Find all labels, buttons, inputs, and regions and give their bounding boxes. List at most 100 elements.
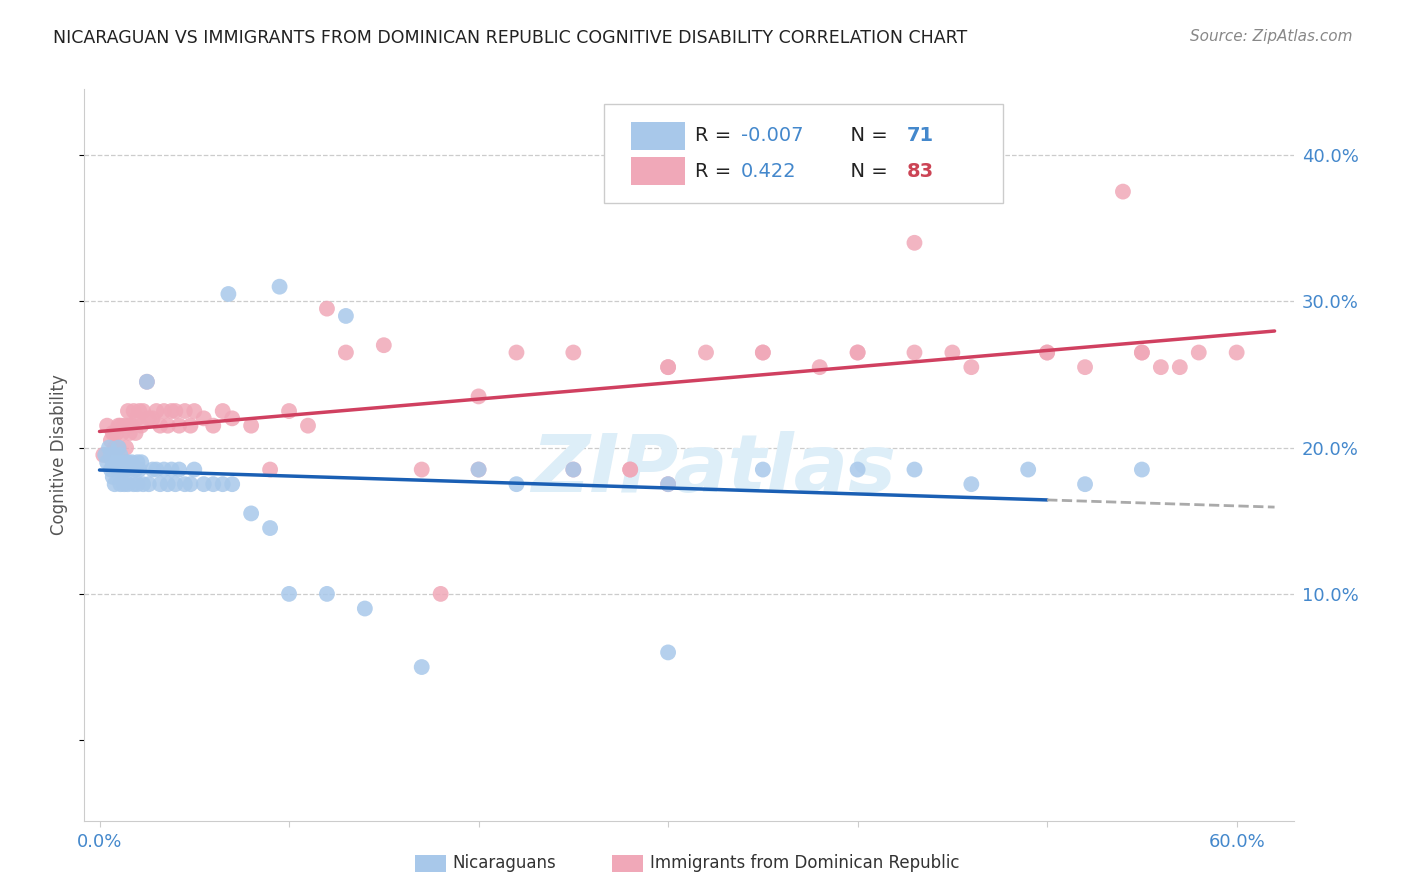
Point: [149, 418, 172, 433]
Point: [173, 477, 195, 491]
Point: [1036, 345, 1059, 359]
FancyBboxPatch shape: [605, 103, 1004, 202]
Point: [316, 587, 339, 601]
Point: [752, 345, 775, 359]
Point: [100, 448, 122, 462]
Point: [107, 462, 129, 476]
Point: [1017, 462, 1039, 476]
Point: [167, 462, 190, 476]
Point: [121, 455, 143, 469]
Point: [240, 507, 263, 521]
Point: [112, 477, 135, 491]
Point: [121, 418, 143, 433]
Point: [132, 404, 155, 418]
Point: [105, 455, 128, 469]
Point: [259, 521, 281, 535]
Text: NICARAGUAN VS IMMIGRANTS FROM DOMINICAN REPUBLIC COGNITIVE DISABILITY CORRELATIO: NICARAGUAN VS IMMIGRANTS FROM DOMINICAN …: [53, 29, 967, 46]
Point: [160, 462, 183, 476]
Point: [240, 418, 263, 433]
Point: [96, 455, 118, 469]
Point: [156, 418, 179, 433]
Point: [107, 441, 129, 455]
Point: [135, 375, 157, 389]
Point: [167, 418, 190, 433]
Point: [173, 404, 195, 418]
Point: [145, 404, 167, 418]
Point: [846, 345, 869, 359]
Point: [411, 462, 433, 476]
Point: [695, 345, 717, 359]
Point: [619, 462, 641, 476]
Point: [903, 345, 925, 359]
Point: [111, 425, 134, 440]
Point: [112, 418, 135, 433]
Text: N =: N =: [838, 126, 894, 145]
Point: [217, 287, 239, 301]
Point: [124, 462, 146, 476]
Point: [316, 301, 339, 316]
Point: [467, 462, 489, 476]
Point: [91, 448, 114, 462]
Point: [104, 448, 127, 462]
Point: [122, 477, 145, 491]
Text: 71: 71: [907, 126, 934, 145]
Point: [221, 411, 243, 425]
Point: [269, 279, 291, 293]
Text: R =: R =: [695, 126, 738, 145]
Point: [127, 411, 149, 425]
Point: [132, 477, 155, 491]
Point: [110, 418, 132, 433]
Point: [153, 404, 176, 418]
Point: [179, 418, 201, 433]
Point: [112, 455, 135, 469]
Point: [165, 477, 187, 491]
Point: [117, 455, 139, 469]
Point: [278, 587, 301, 601]
Point: [115, 441, 138, 455]
Point: [1188, 345, 1211, 359]
Point: [94, 448, 117, 462]
Point: [96, 418, 118, 433]
Point: [193, 477, 215, 491]
Point: [107, 418, 129, 433]
Point: [118, 462, 141, 476]
Text: N =: N =: [838, 161, 894, 180]
Y-axis label: Cognitive Disability: Cognitive Disability: [51, 375, 69, 535]
Point: [846, 462, 869, 476]
Point: [562, 345, 585, 359]
Point: [657, 360, 679, 375]
Point: [960, 477, 983, 491]
Text: Immigrants from Dominican Republic: Immigrants from Dominican Republic: [650, 855, 959, 872]
Point: [278, 404, 301, 418]
Point: [657, 645, 679, 659]
Point: [846, 345, 869, 359]
Point: [221, 477, 243, 491]
Point: [117, 404, 139, 418]
Text: Nicaraguans: Nicaraguans: [453, 855, 557, 872]
Point: [505, 477, 527, 491]
Point: [138, 477, 160, 491]
Point: [100, 434, 122, 448]
Point: [111, 462, 134, 476]
Point: [467, 389, 489, 403]
Point: [128, 462, 150, 476]
Point: [1036, 345, 1059, 359]
Point: [657, 360, 679, 375]
Point: [127, 477, 149, 491]
Point: [960, 360, 983, 375]
Point: [1074, 360, 1097, 375]
Point: [211, 477, 233, 491]
Point: [117, 477, 139, 491]
Point: [335, 309, 357, 323]
Text: 0.422: 0.422: [741, 161, 797, 180]
Point: [105, 425, 128, 440]
Point: [138, 411, 160, 425]
Point: [101, 425, 124, 440]
Point: [110, 448, 132, 462]
Point: [129, 418, 152, 433]
Point: [128, 404, 150, 418]
Point: [202, 418, 225, 433]
Point: [335, 345, 357, 359]
Point: [142, 462, 165, 476]
Point: [808, 360, 831, 375]
